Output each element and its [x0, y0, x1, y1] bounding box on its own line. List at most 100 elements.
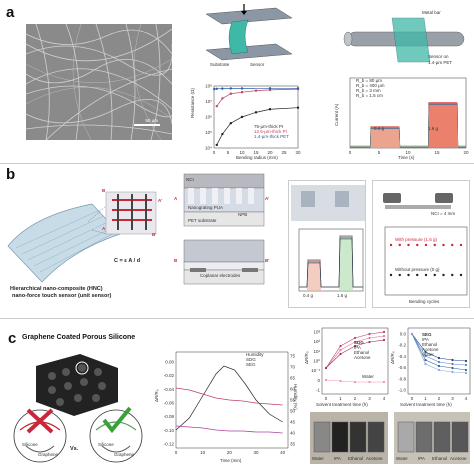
bend-xtick: 30 [295, 150, 301, 155]
c-resp-ylabel: ΔR/R₀ [154, 389, 159, 402]
vial2-ipa: IPA [418, 456, 425, 461]
vial-photo-2-svg [397, 421, 469, 453]
current-bar-1.6g [428, 102, 458, 148]
c-resp-xlabel: Time (min) [220, 458, 242, 463]
current-chart: 0 5 10 15 20 Current (A) Time (s) R_b = 80 µ… [334, 74, 470, 162]
sdg-legend-4: Water [362, 374, 374, 379]
sdg-point-2 [368, 340, 371, 344]
sdg-point-2 [324, 366, 328, 370]
circle-graphene-2: Graphene [114, 452, 135, 457]
bend-legend-3: 1.4-µm-thick PET [254, 134, 289, 139]
c-resp-xtick: 30 [253, 450, 259, 455]
current-xlabel: Time (s) [398, 155, 415, 160]
cross-label-b: B [102, 188, 106, 193]
circle-silicone-1: Silicone [22, 442, 38, 447]
seg-xtick: 1 [424, 396, 427, 401]
sdg-point-3 [368, 380, 371, 384]
sdg-point-3 [353, 380, 357, 384]
vial1-ethanol: Ethanol [348, 456, 364, 461]
b-resp-annot2: 1.6 g [337, 293, 348, 298]
sponge-illustration: Silicone Graphene Vs. Silicone Graphene [6, 346, 154, 466]
c-response-chart: 0 10 20 30 40 0.00 -0.02 -0.04 -0.06 -0.08 -0.10 -0… [154, 348, 302, 466]
sdg-point-3 [339, 379, 342, 383]
current-legend-3: R_b = 3 mm [356, 88, 381, 93]
sdg-ytick: 10⁰ [313, 359, 320, 364]
seg-point-2 [437, 356, 441, 360]
bend-series-75um-point [254, 111, 258, 114]
panel-b-label: b [6, 166, 16, 183]
sdg-legend-title: SDG [354, 340, 364, 345]
cycle-point-pressure [389, 243, 393, 247]
bend-series-75um-point [296, 106, 300, 109]
sdg-ytick: 10¹ [313, 349, 320, 354]
formula: C = ε A / d [114, 258, 141, 264]
seg-axes [407, 327, 471, 395]
cycle-point-pressure [433, 243, 436, 247]
seg-line-3 [411, 333, 467, 374]
c-resp-legend-sdg: SDG [246, 357, 256, 362]
c-resp-y2tick: 50 [290, 409, 296, 414]
bend-series-12um-point [240, 91, 244, 94]
b-response-chart: 0.4 g 1.6 g [288, 180, 366, 308]
c-response-svg: 0 10 20 30 40 0.00 -0.02 -0.04 -0.06 -0.08 -0.10 -0… [164, 351, 296, 455]
bend-xtick: 15 [253, 150, 259, 155]
vial1-acetone: Acetone [366, 456, 383, 461]
cycle-point-pressure [451, 243, 454, 247]
nci-label: NCI [186, 177, 194, 182]
seg-point-0 [451, 366, 454, 370]
current-xtick: 20 [463, 150, 469, 155]
bend-schematic: Substrate Sensor [196, 4, 298, 76]
c-sdg-chart: 0 1 2 3 4 10³ 10² 10¹ 10⁰ 10⁻¹ 0 -1 ΔR/R₀ Solvent t… [304, 324, 390, 408]
seg-legend: SEG IPA Ethanol Acetone Water [422, 332, 439, 357]
bend-ytick: 10⁶ [205, 115, 212, 120]
hnc-caption-2: nano-force touch sensor (unit sensor) [12, 293, 112, 299]
current-legend-2: R_b = 400 µm [356, 83, 385, 88]
cycle-point-nopressure [407, 273, 410, 277]
sdg-point-1 [382, 334, 386, 338]
bend-xtick: 5 [227, 150, 230, 155]
substrate-label: Substrate [210, 62, 230, 67]
current-ylabel: Current (A) [334, 103, 339, 126]
seg-ylabel: ΔR/R₀ [390, 351, 395, 364]
seg-point-1 [424, 354, 427, 358]
current-xtick: 0 [349, 150, 352, 155]
bend-ytick: 10⁴ [205, 146, 212, 151]
seg-ytick: -0.2 [398, 343, 406, 348]
cycle-point-pressure [424, 243, 428, 247]
cycle-point-nopressure [389, 273, 393, 277]
sdg-xtick: 3 [368, 396, 371, 401]
c-resp-y2tick: 45 [290, 420, 296, 425]
circle-graphene-1: Graphene [38, 452, 59, 457]
sem-fibers [26, 24, 172, 140]
sdg-point-3 [382, 380, 386, 384]
bend-legend: 75-µm-thick PI 12.5-µm-thick PI 1.4-µm-t… [254, 124, 289, 139]
c-resp-ytick: -0.12 [164, 442, 175, 447]
bend-legend-1: 75-µm-thick PI [254, 124, 284, 129]
b-response-svg [298, 228, 364, 292]
seg-xtick: 4 [465, 396, 468, 401]
c-resp-ytick: 0.00 [165, 360, 174, 365]
bend-xtick: 0 [213, 150, 216, 155]
sdg-ytick: -1 [316, 388, 320, 393]
c-resp-ytick: -0.04 [164, 387, 175, 392]
nci-length-label: NCI = 4 mm [431, 211, 456, 216]
divider-bc [0, 318, 474, 319]
b-resp-axes [298, 228, 364, 292]
current-bar1-label: 0.4 g [374, 126, 385, 131]
bend-series-12um-point [221, 97, 224, 100]
seg-legend-4: Water [422, 352, 434, 357]
vial1-water: Water [312, 456, 324, 461]
c-resp-y2tick: 65 [290, 376, 296, 381]
b-resp-band2 [339, 235, 353, 291]
bend-ytick: 10⁵ [205, 130, 212, 135]
c-resp-y2tick: 55 [290, 398, 296, 403]
bend-series-pet-point [215, 87, 218, 90]
cross-section-a: A A' NCI Nanograting PUA NPB PET substra… [174, 173, 272, 234]
current-legend-1: R_b = 80 µm [356, 78, 382, 83]
metal-bar-schematic: Metal bar Sensor on 1.4-µm PET [342, 4, 468, 72]
bend-chart: 0 5 10 15 20 25 30 10⁴ 10⁵ 10⁶ 10⁷ 10⁸ Resistance (… [190, 80, 302, 162]
xsec-a-label: A [174, 196, 178, 201]
sdg-point-1 [368, 336, 371, 340]
sdg-point-2 [382, 338, 386, 342]
vial2-water: Water [396, 456, 408, 461]
